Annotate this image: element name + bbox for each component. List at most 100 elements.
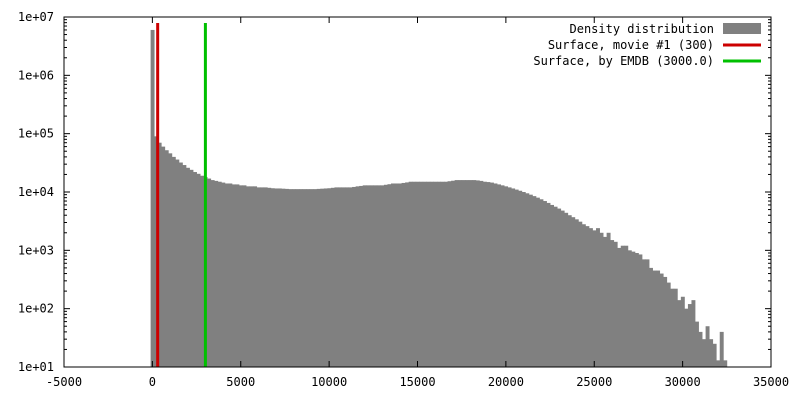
axis-ticks <box>63 16 772 368</box>
histogram-bar <box>581 224 586 367</box>
histogram-bar <box>362 185 367 367</box>
histogram-bar <box>426 181 431 367</box>
histogram-bar <box>638 254 643 367</box>
histogram-bar <box>691 300 696 367</box>
histogram-bar <box>376 185 381 367</box>
x-tick-label: 15000 <box>399 375 435 389</box>
histogram-bars <box>150 29 728 367</box>
histogram-bar <box>369 185 374 367</box>
histogram-bar <box>596 228 600 367</box>
histogram-bar <box>535 197 540 367</box>
histogram-bar <box>521 192 526 367</box>
histogram-bar <box>249 186 254 367</box>
histogram-bar <box>398 183 402 367</box>
histogram-bar <box>161 146 166 367</box>
histogram-bar <box>246 186 250 367</box>
histogram-bar <box>387 184 392 367</box>
histogram-bar <box>627 250 632 367</box>
histogram-bar <box>677 300 682 367</box>
histogram-bar <box>444 181 448 367</box>
histogram-bar <box>504 186 509 367</box>
legend-swatch-density <box>723 23 761 34</box>
histogram-bar <box>334 187 339 367</box>
histogram-bar <box>210 180 215 367</box>
legend: Density distribution Surface, movie #1 (… <box>533 22 761 68</box>
histogram-bar <box>447 181 452 367</box>
histogram-bar <box>514 189 519 367</box>
histogram-bar <box>164 150 169 367</box>
histogram-bar <box>571 217 576 367</box>
histogram-bar <box>461 180 466 367</box>
x-tick-label: 10000 <box>311 375 347 389</box>
histogram-bar <box>320 188 325 367</box>
histogram-bar <box>405 182 410 367</box>
histogram-bar <box>337 187 342 367</box>
histogram-bar <box>723 360 728 367</box>
histogram-bar <box>500 185 505 367</box>
histogram-bar <box>652 270 657 367</box>
histogram-bar <box>719 331 724 367</box>
histogram-bar <box>380 185 385 367</box>
histogram-bar <box>408 181 413 367</box>
histogram-bar <box>585 226 590 367</box>
histogram-bar <box>330 187 335 367</box>
legend-label-surface-emdb: Surface, by EMDB (3000.0) <box>533 54 714 68</box>
histogram-bar <box>228 183 233 367</box>
histogram-bar <box>564 212 569 367</box>
histogram-bar <box>154 136 159 367</box>
histogram-bar <box>454 180 459 367</box>
histogram-bar <box>295 189 300 367</box>
histogram-bar <box>631 251 636 367</box>
histogram-bar <box>532 196 537 367</box>
legend-label-density: Density distribution <box>570 22 715 36</box>
histogram-bar <box>497 184 501 367</box>
histogram-bar <box>366 185 371 367</box>
histogram-bar <box>281 188 286 367</box>
histogram-bar <box>168 153 173 367</box>
histogram-bar <box>299 189 304 367</box>
histogram-bar <box>263 187 268 367</box>
histogram-bar <box>702 339 706 367</box>
histogram-bar <box>348 187 353 367</box>
histogram-bar <box>196 173 201 367</box>
histogram-bar <box>458 180 463 367</box>
y-axis-tick-labels: 1e+01 1e+02 1e+03 1e+04 1e+05 1e+06 1e+07 <box>18 10 54 374</box>
histogram-bar <box>277 188 282 367</box>
histogram-bar <box>175 159 180 367</box>
histogram-bar <box>150 29 155 367</box>
y-tick-label: 1e+06 <box>18 68 54 82</box>
histogram-bar <box>267 187 272 367</box>
histogram-bar <box>274 188 279 367</box>
histogram-bar <box>610 240 615 367</box>
histogram-bar <box>200 175 205 367</box>
histogram-bar <box>178 162 183 367</box>
histogram-bar <box>352 186 357 367</box>
histogram-bar <box>588 228 593 367</box>
histogram-bar <box>599 232 604 367</box>
histogram-bar <box>217 181 222 367</box>
histogram-bar <box>482 181 487 367</box>
histogram-bar <box>507 187 512 367</box>
histogram-bar <box>415 181 420 367</box>
histogram-bar <box>695 321 699 367</box>
histogram-bar <box>486 182 491 367</box>
histogram-bar <box>288 189 293 367</box>
histogram-bar <box>383 184 388 367</box>
y-tick-label: 1e+05 <box>18 127 54 141</box>
histogram-bar <box>656 270 661 367</box>
histogram-bar <box>592 230 597 367</box>
histogram-bar <box>355 186 360 367</box>
histogram-bar <box>327 188 332 367</box>
histogram-bar <box>401 182 406 367</box>
histogram-bar <box>525 193 530 367</box>
histogram-bar <box>493 183 498 367</box>
histogram-bar <box>468 180 473 367</box>
histogram-bar <box>182 165 187 367</box>
histogram-bar <box>511 188 516 367</box>
histogram-bar <box>260 187 265 367</box>
histogram-bar <box>489 182 494 367</box>
histogram-bar <box>238 185 243 367</box>
histogram-bar <box>603 236 608 367</box>
histogram-bar <box>649 267 653 367</box>
histogram-bar <box>451 180 456 367</box>
